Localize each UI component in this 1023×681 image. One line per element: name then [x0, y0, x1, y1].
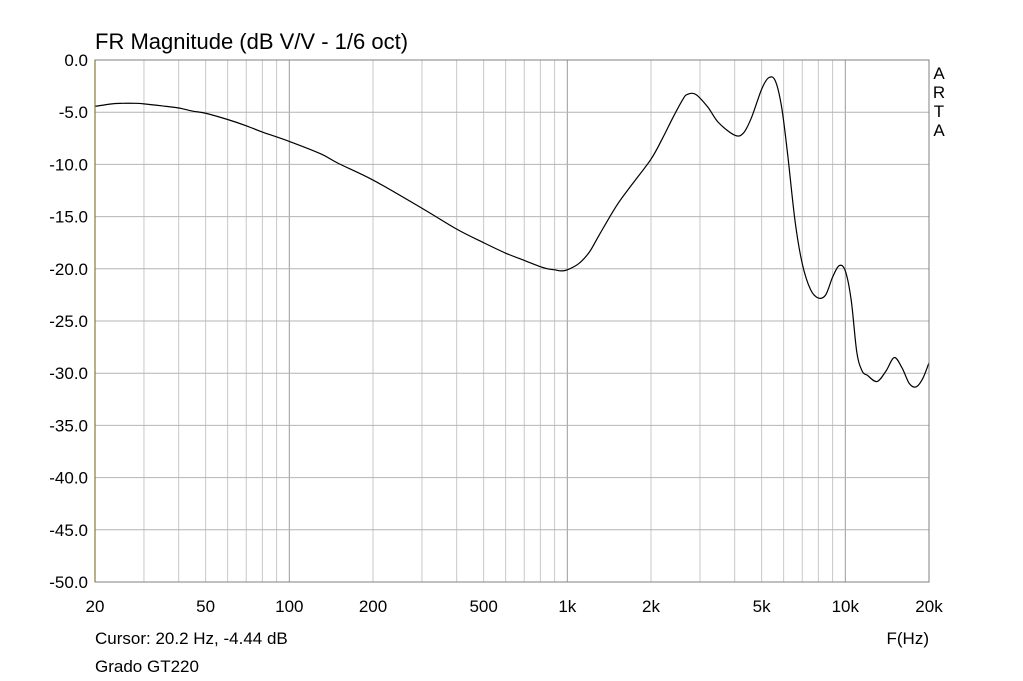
- y-tick-label: -25.0: [49, 312, 88, 331]
- y-tick-label: -5.0: [59, 103, 88, 122]
- y-tick-label: 0.0: [64, 51, 88, 70]
- device-name: Grado GT220: [95, 657, 199, 676]
- x-tick-label: 500: [469, 597, 497, 616]
- y-tick-label: -10.0: [49, 155, 88, 174]
- x-tick-label: 2k: [642, 597, 660, 616]
- y-tick-label: -15.0: [49, 208, 88, 227]
- x-tick-label: 50: [196, 597, 215, 616]
- y-tick-label: -35.0: [49, 416, 88, 435]
- x-tick-label: 5k: [753, 597, 771, 616]
- y-tick-label: -50.0: [49, 573, 88, 592]
- tick-labels: 0.0 -5.0 -10.0 -15.0 -20.0 -25.0 -30.0 -35.0 -40…: [49, 51, 943, 616]
- cursor-readout: Cursor: 20.2 Hz, -4.44 dB: [95, 629, 288, 648]
- chart-title: FR Magnitude (dB V/V - 1/6 oct): [95, 29, 408, 54]
- grid: [95, 59, 929, 583]
- y-tick-label: -40.0: [49, 469, 88, 488]
- y-tick-label: -45.0: [49, 521, 88, 540]
- y-tick-label: -30.0: [49, 364, 88, 383]
- x-tick-label: 20k: [915, 597, 943, 616]
- x-axis-label: F(Hz): [887, 629, 929, 648]
- x-tick-label: 10k: [832, 597, 860, 616]
- response-curve: [94, 76, 930, 388]
- x-tick-label: 200: [359, 597, 387, 616]
- x-tick-label: 20: [86, 597, 105, 616]
- y-tick-label: -20.0: [49, 260, 88, 279]
- x-tick-label: 1k: [558, 597, 576, 616]
- x-tick-label: 100: [275, 597, 303, 616]
